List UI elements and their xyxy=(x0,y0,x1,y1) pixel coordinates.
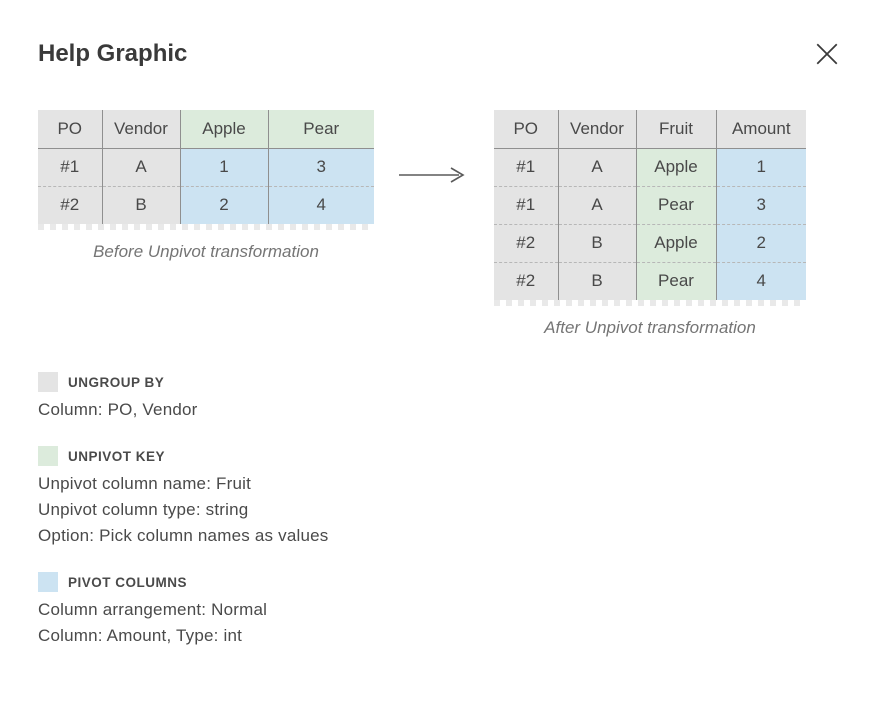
swatch-icon xyxy=(38,446,58,466)
col-header: Vendor xyxy=(558,110,636,148)
cell: A xyxy=(558,186,636,224)
cell: #2 xyxy=(38,186,102,224)
table-row: #1 A Apple 1 xyxy=(494,148,806,186)
swatch-icon xyxy=(38,572,58,592)
legend-head: UNGROUP BY xyxy=(38,372,840,392)
table-row: #1 A 1 3 xyxy=(38,148,374,186)
cell: A xyxy=(558,148,636,186)
cell: A xyxy=(102,148,180,186)
col-header: Pear xyxy=(268,110,374,148)
legend-group-ungroup: UNGROUP BY Column: PO, Vendor xyxy=(38,372,840,420)
before-caption: Before Unpivot transformation xyxy=(93,242,319,262)
cell: #1 xyxy=(494,186,558,224)
dialog-header: Help Graphic xyxy=(38,40,840,68)
after-table-wrap: PO Vendor Fruit Amount #1 A Apple 1 xyxy=(494,110,806,306)
cell: 1 xyxy=(180,148,268,186)
after-caption: After Unpivot transformation xyxy=(544,318,756,338)
col-header: PO xyxy=(494,110,558,148)
cell: Pear xyxy=(636,186,716,224)
legend-title: UNPIVOT KEY xyxy=(68,449,165,464)
legend-title: UNGROUP BY xyxy=(68,375,164,390)
close-icon[interactable] xyxy=(814,41,840,67)
cell: #2 xyxy=(494,262,558,300)
cell: 1 xyxy=(716,148,806,186)
before-table: PO Vendor Apple Pear #1 A 1 3 xyxy=(38,110,374,224)
legend-head: PIVOT COLUMNS xyxy=(38,572,840,592)
cell: B xyxy=(102,186,180,224)
cell: Apple xyxy=(636,148,716,186)
table-row: #2 B Pear 4 xyxy=(494,262,806,300)
cell: #1 xyxy=(494,148,558,186)
legend-line: Unpivot column type: string xyxy=(38,500,840,520)
legend-group-pivot-columns: PIVOT COLUMNS Column arrangement: Normal… xyxy=(38,572,840,646)
arrow-icon xyxy=(374,110,494,184)
table-row: #1 A Pear 3 xyxy=(494,186,806,224)
dialog-title: Help Graphic xyxy=(38,40,187,68)
table-row: #2 B 2 4 xyxy=(38,186,374,224)
legend-line: Column: Amount, Type: int xyxy=(38,626,840,646)
legend: UNGROUP BY Column: PO, Vendor UNPIVOT KE… xyxy=(38,372,840,646)
col-header: PO xyxy=(38,110,102,148)
swatch-icon xyxy=(38,372,58,392)
cell: B xyxy=(558,224,636,262)
legend-head: UNPIVOT KEY xyxy=(38,446,840,466)
after-table: PO Vendor Fruit Amount #1 A Apple 1 xyxy=(494,110,806,300)
cell: 4 xyxy=(268,186,374,224)
tables-row: PO Vendor Apple Pear #1 A 1 3 xyxy=(38,110,840,338)
legend-line: Column: PO, Vendor xyxy=(38,400,840,420)
cell: 2 xyxy=(716,224,806,262)
cell: Apple xyxy=(636,224,716,262)
cell: Pear xyxy=(636,262,716,300)
cell: B xyxy=(558,262,636,300)
cell: #2 xyxy=(494,224,558,262)
col-header: Fruit xyxy=(636,110,716,148)
cell: 3 xyxy=(716,186,806,224)
legend-line: Option: Pick column names as values xyxy=(38,526,840,546)
legend-line: Unpivot column name: Fruit xyxy=(38,474,840,494)
legend-group-unpivot-key: UNPIVOT KEY Unpivot column name: Fruit U… xyxy=(38,446,840,546)
before-table-wrap: PO Vendor Apple Pear #1 A 1 3 xyxy=(38,110,374,230)
cell: 2 xyxy=(180,186,268,224)
legend-title: PIVOT COLUMNS xyxy=(68,575,187,590)
cell: #1 xyxy=(38,148,102,186)
before-table-block: PO Vendor Apple Pear #1 A 1 3 xyxy=(38,110,374,262)
col-header: Vendor xyxy=(102,110,180,148)
cell: 3 xyxy=(268,148,374,186)
help-dialog: Help Graphic PO Vendor Apple Pear xyxy=(0,0,878,712)
legend-line: Column arrangement: Normal xyxy=(38,600,840,620)
cell: 4 xyxy=(716,262,806,300)
col-header: Amount xyxy=(716,110,806,148)
after-table-block: PO Vendor Fruit Amount #1 A Apple 1 xyxy=(494,110,806,338)
col-header: Apple xyxy=(180,110,268,148)
table-row: #2 B Apple 2 xyxy=(494,224,806,262)
